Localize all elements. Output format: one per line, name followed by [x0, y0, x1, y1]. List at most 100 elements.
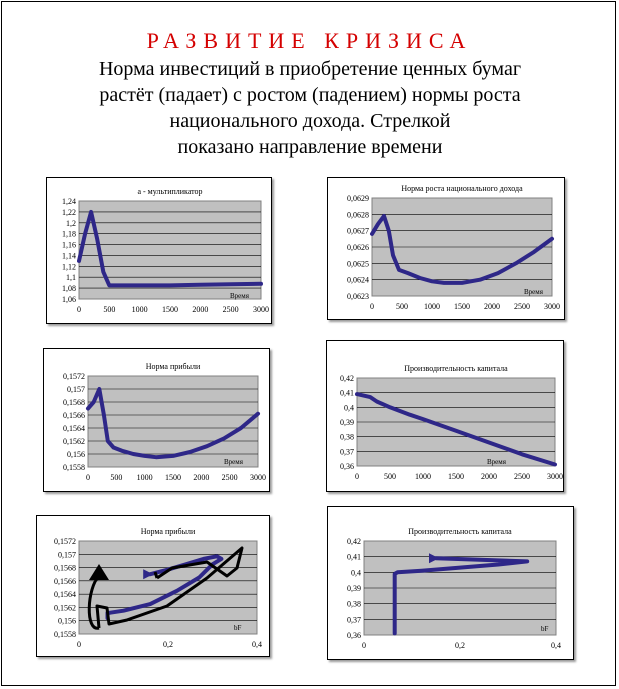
x-axis-label: Время: [224, 458, 244, 466]
chart-panel-profit-rate-vs-bf: 0,1558 0,156 0,1562 0,1564 0,1566 0,1568 0,157…: [36, 515, 270, 657]
y-tick-label: 1,14: [62, 251, 76, 260]
y-tick-label: 0,1564: [54, 590, 76, 599]
x-tick-label: 3000: [544, 302, 560, 311]
y-tick-label: 0,42: [340, 374, 354, 383]
x-tick-label: 500: [384, 472, 396, 481]
y-tick-label: 0,157: [67, 385, 85, 394]
y-tick-label: 0,1558: [54, 630, 76, 639]
y-tick-label: 1,06: [62, 295, 76, 304]
plot-area: [78, 540, 258, 635]
x-axis-label: bF: [541, 625, 549, 633]
subtitle-line: национального дохода. Стрелкой: [169, 110, 451, 132]
y-tick-label: 0,1568: [54, 564, 76, 573]
y-tick-label: 0,0627: [347, 227, 369, 236]
x-axis-label: Время: [487, 458, 507, 466]
x-axis-label: Время: [230, 292, 250, 300]
y-tick-label: 0,1572: [63, 372, 85, 381]
y-tick-label: 0,0623: [347, 292, 369, 301]
chart-income-growth: 0,0623 0,0624 0,0625 0,0626 0,0627 0,0628 0,06…: [347, 184, 560, 311]
time-direction-arrowhead: [143, 569, 154, 580]
y-tick-label: 1,08: [62, 284, 76, 293]
subtitle-line: Норма инвестиций в приобретение ценных б…: [98, 58, 522, 80]
y-tick-label: 0,0625: [347, 259, 369, 268]
x-tick-label: 0,4: [551, 641, 561, 650]
x-tick-label: 1000: [137, 473, 153, 482]
y-tick-label: 0,1566: [54, 577, 76, 586]
time-direction-arrow-up: [89, 564, 109, 580]
y-tick-label: 0,4: [344, 403, 354, 412]
x-tick-label: 2000: [484, 302, 500, 311]
y-tick-label: 0,1562: [63, 437, 85, 446]
data-series-line: [86, 387, 260, 460]
y-tick-label: 0,156: [67, 450, 85, 459]
y-tick-label: 0,37: [340, 447, 354, 456]
x-tick-label: 500: [103, 305, 115, 314]
subtitle-line: растёт (падает) с ростом (падением) норм…: [99, 84, 521, 106]
chart-panel-income-growth: 0,0623 0,0624 0,0625 0,0626 0,0627 0,0628 0,06…: [327, 177, 565, 320]
time-direction-arrowhead: [429, 553, 439, 564]
x-tick-label: 1500: [448, 472, 464, 481]
chart-panel-multiplier: 1,06 1,08 1,1 1,12 1,14 1,16 1,18 1,2 1,22 1,24 0 5…: [46, 177, 272, 324]
y-tick-label: 0,36: [347, 631, 361, 640]
data-series-line: [355, 392, 557, 467]
y-tick-label: 1,16: [62, 241, 76, 250]
chart-title: Норма прибыли: [141, 527, 196, 536]
y-tick-label: 0,4: [351, 568, 361, 577]
x-tick-label: 1500: [165, 473, 181, 482]
x-tick-label: 500: [396, 302, 408, 311]
y-tick-label: 0,38: [347, 600, 361, 609]
chart-capital-productivity: 0,36 0,37 0,38 0,39 0,4 0,41 0,42 0 500 1000 1500 2…: [340, 364, 563, 481]
plot-area: [87, 375, 259, 468]
x-tick-label: 2000: [193, 473, 209, 482]
y-tick-label: 1,2: [66, 219, 76, 228]
hand-drawn-loop-left: [87, 574, 101, 630]
chart-profit-rate: 0,1558 0,156 0,1562 0,1564 0,1566 0,1568 0,157…: [63, 362, 266, 482]
y-tick-label: 0,39: [340, 418, 354, 427]
chart-panel-capital-productivity: 0,36 0,37 0,38 0,39 0,4 0,41 0,42 0 500 1000 1500 2…: [326, 340, 564, 492]
x-tick-label: 3000: [250, 473, 266, 482]
data-series-line: [370, 214, 554, 285]
x-axis-label: Время: [524, 288, 544, 296]
x-tick-label: 3000: [547, 472, 563, 481]
y-tick-label: 1,1: [66, 273, 76, 282]
page-subtitle: Норма инвестиций в приобретение ценных б…: [40, 56, 580, 160]
y-tick-label: 0,0626: [347, 243, 369, 252]
x-tick-label: 0,4: [252, 640, 262, 649]
y-tick-label: 0,41: [347, 553, 361, 562]
x-tick-label: 0: [86, 473, 90, 482]
y-tick-label: 0,1566: [63, 411, 85, 420]
x-tick-label: 0: [362, 641, 366, 650]
y-tick-label: 0,41: [340, 389, 354, 398]
y-tick-label: 0,42: [347, 537, 361, 546]
y-tick-label: 0,38: [340, 433, 354, 442]
subtitle-line: показано направление времени: [177, 136, 443, 158]
y-tick-label: 1,18: [62, 230, 76, 239]
y-tick-label: 1,24: [62, 197, 76, 206]
x-tick-label: 2500: [223, 305, 239, 314]
y-tick-label: 0,157: [58, 550, 76, 559]
data-series-line: [392, 556, 530, 636]
y-tick-label: 0,1568: [63, 398, 85, 407]
x-tick-label: 2000: [481, 472, 497, 481]
hand-drawn-loop: [95, 546, 244, 629]
x-tick-label: 0,2: [163, 640, 173, 649]
x-tick-label: 1000: [132, 305, 148, 314]
chart-panel-capital-productivity-vs-bf: 0,36 0,37 0,38 0,39 0,4 0,41 0,42 0 0,2 0,4 Произв…: [327, 506, 574, 660]
chart-panel-profit-rate: 0,1558 0,156 0,1562 0,1564 0,1566 0,1568 0,157…: [43, 348, 270, 492]
x-tick-label: 2000: [192, 305, 208, 314]
x-tick-label: 1000: [415, 472, 431, 481]
data-series-line: [77, 209, 263, 288]
x-axis-label: bF: [234, 624, 242, 632]
x-tick-label: 1500: [454, 302, 470, 311]
y-tick-label: 0,0624: [347, 276, 369, 285]
x-tick-label: 0: [77, 640, 81, 649]
x-tick-label: 0: [355, 472, 359, 481]
x-tick-label: 2500: [514, 302, 530, 311]
y-tick-label: 0,1562: [54, 603, 76, 612]
chart-profit-rate-vs-bf: 0,1558 0,156 0,1562 0,1564 0,1566 0,1568 0,157…: [54, 527, 262, 649]
chart-title: Производительность капитала: [404, 364, 508, 373]
y-tick-label: 0,36: [340, 462, 354, 471]
chart-title: Производительность капитала: [408, 527, 512, 536]
chart-title: a - мультипликатор: [137, 187, 202, 196]
